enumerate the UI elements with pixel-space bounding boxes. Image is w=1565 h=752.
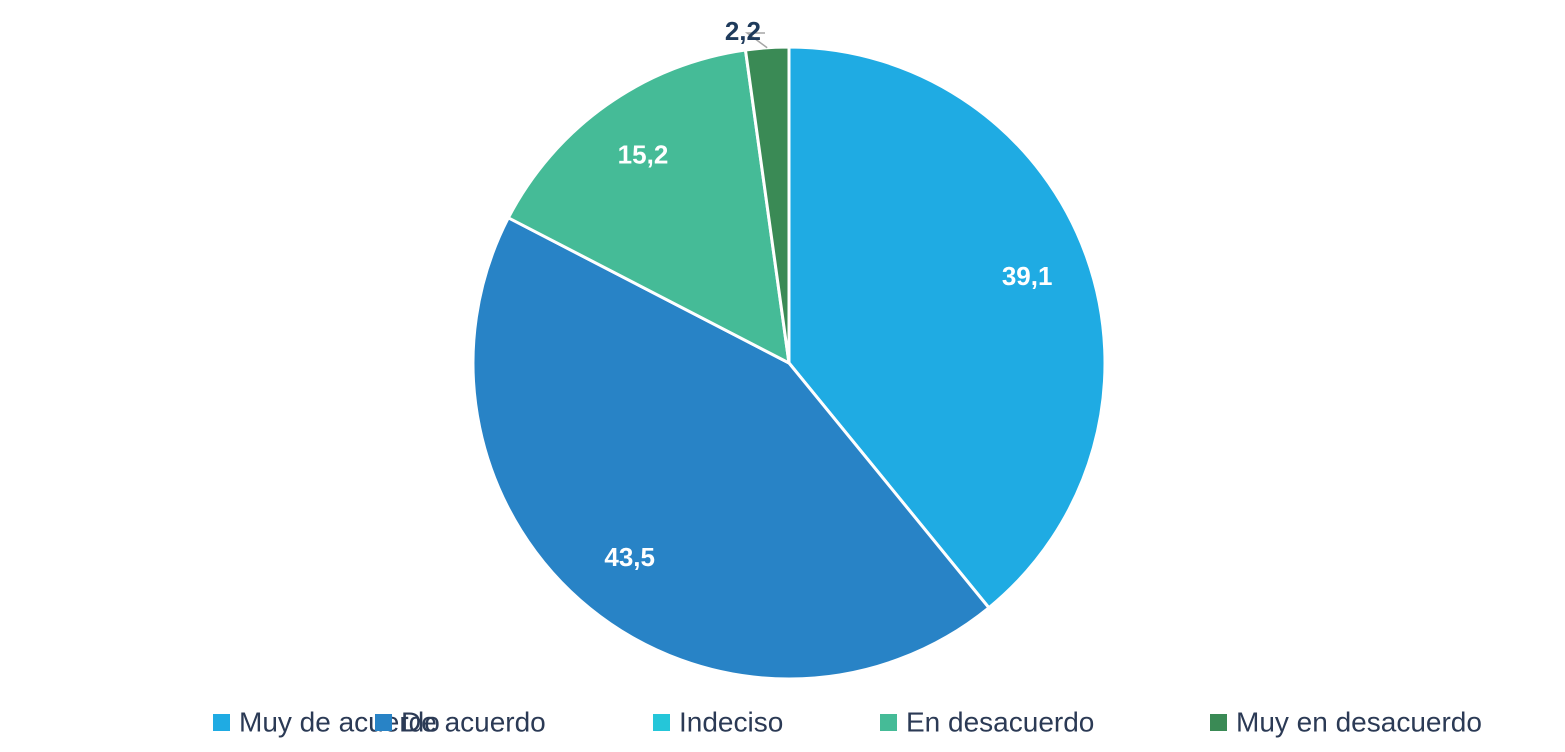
data-label: 43,5 [604, 542, 655, 572]
pie-slice [471, 215, 992, 681]
legend-swatch [375, 714, 392, 731]
legend-swatch [213, 714, 230, 731]
legend-swatch [653, 714, 670, 731]
pie-slice [506, 48, 791, 366]
legend-label: Indeciso [679, 706, 783, 737]
legend-label: Muy en desacuerdo [1236, 706, 1482, 737]
data-label: 2,2 [725, 16, 761, 46]
legend-label: Muy de acuerdo [239, 706, 440, 737]
legend-label: En desacuerdo [906, 706, 1094, 737]
data-label: 15,2 [618, 140, 669, 170]
legend-swatch [1210, 714, 1227, 731]
data-label: 39,1 [1002, 261, 1053, 291]
leader-line [744, 32, 768, 49]
pie-slice [787, 45, 1107, 610]
legend-label: De acuerdo [401, 706, 546, 737]
legend-swatch [880, 714, 897, 731]
